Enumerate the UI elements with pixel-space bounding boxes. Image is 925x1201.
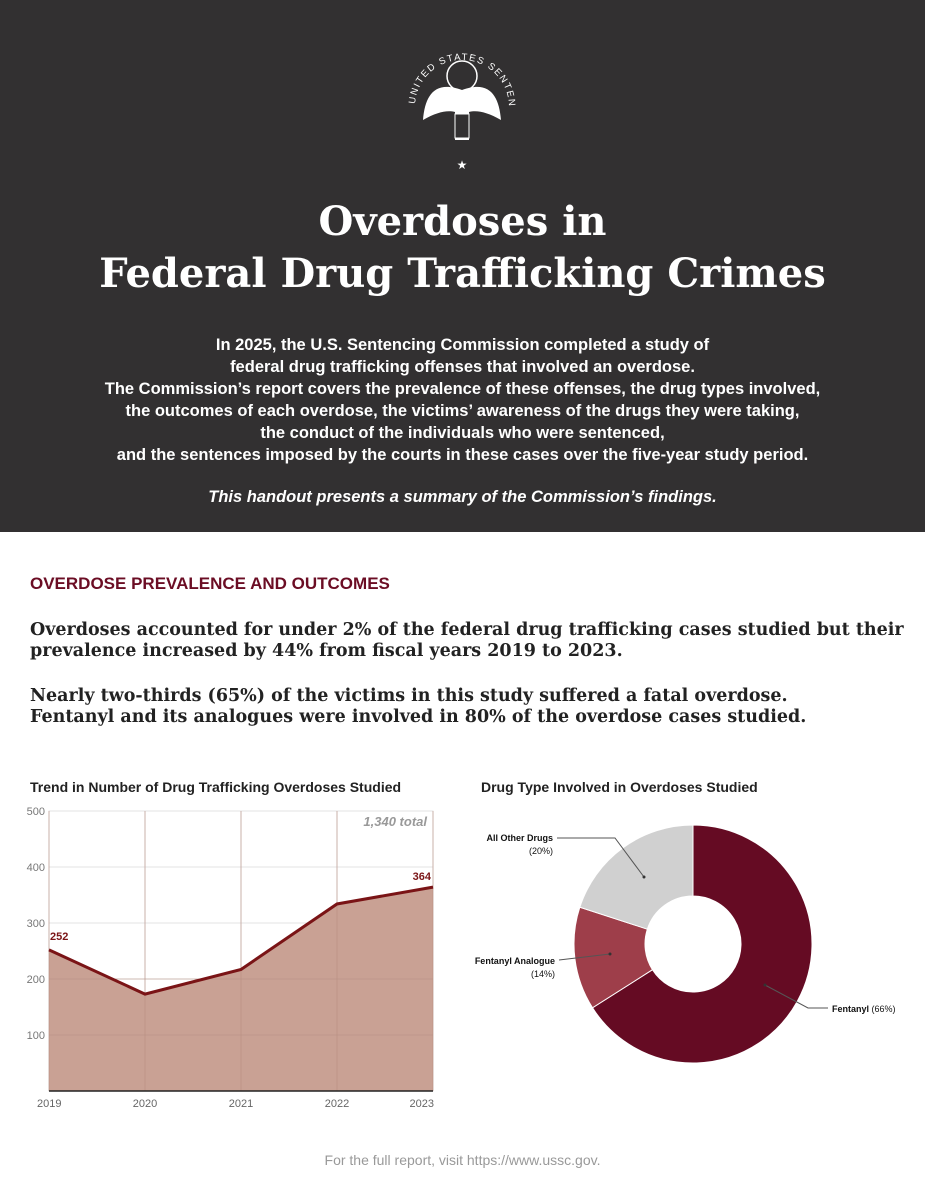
svg-text:★: ★ bbox=[457, 158, 468, 172]
donut-slice bbox=[591, 824, 813, 1064]
leader-dot bbox=[608, 952, 612, 956]
commission-seal-logo: UNITED STATES SENTENCING COMMISSION ★ bbox=[395, 40, 516, 172]
footer-text: For the full report, visit https://www.u… bbox=[324, 1152, 601, 1168]
intro-italic: This handout presents a summary of the C… bbox=[208, 488, 717, 506]
data-label: 252 bbox=[50, 931, 68, 943]
leader-line bbox=[764, 984, 828, 1009]
x-tick-label: 2019 bbox=[37, 1098, 61, 1110]
y-tick-label: 300 bbox=[27, 918, 45, 930]
area-fill bbox=[49, 887, 433, 1091]
slice-pct: (20%) bbox=[529, 846, 553, 856]
leader-line bbox=[557, 837, 645, 878]
area-chart-title: Trend in Number of Drug Trafficking Over… bbox=[30, 779, 402, 795]
series-line bbox=[48, 885, 434, 996]
donut-slice bbox=[579, 824, 694, 930]
leader-line bbox=[558, 953, 611, 961]
intro-text: In 2025, the U.S. Sentencing Commission … bbox=[104, 336, 821, 464]
slice-pct: (14%) bbox=[531, 969, 555, 979]
section-heading: OVERDOSE PREVALENCE AND OUTCOMES bbox=[30, 574, 390, 593]
y-tick-label: 100 bbox=[27, 1030, 45, 1042]
x-tick-label: 2020 bbox=[133, 1098, 157, 1110]
page-title: Overdoses in Federal Drug Trafficking Cri… bbox=[99, 198, 826, 297]
data-label: 364 bbox=[413, 871, 432, 883]
y-tick-label: 400 bbox=[27, 862, 45, 874]
finding-2: Nearly two-thirds (65%) of the victims i… bbox=[30, 686, 807, 727]
leader-dot bbox=[642, 875, 646, 879]
plot-area bbox=[48, 810, 434, 1092]
x-tick-label: 2022 bbox=[325, 1098, 349, 1110]
slice-label: Fentanyl Analogue bbox=[475, 956, 555, 966]
x-tick-label: 2023 bbox=[410, 1098, 434, 1110]
y-tick-label: 200 bbox=[27, 974, 45, 986]
slice-label: Fentanyl (66%) bbox=[832, 1004, 896, 1014]
x-tick-label: 2021 bbox=[229, 1098, 253, 1110]
y-tick-label: 500 bbox=[27, 806, 45, 818]
slice-label: All Other Drugs bbox=[486, 833, 553, 843]
total-annotation: 1,340 total bbox=[363, 814, 427, 829]
header-banner: UNITED STATES SENTENCING COMMISSION ★ Ov… bbox=[0, 0, 925, 532]
leader-dot bbox=[763, 983, 767, 987]
finding-1: Overdoses accounted for under 2% of the … bbox=[30, 620, 904, 661]
donut-chart-title: Drug Type Involved in Overdoses Studied bbox=[481, 779, 758, 795]
donut-slice bbox=[573, 906, 654, 1009]
